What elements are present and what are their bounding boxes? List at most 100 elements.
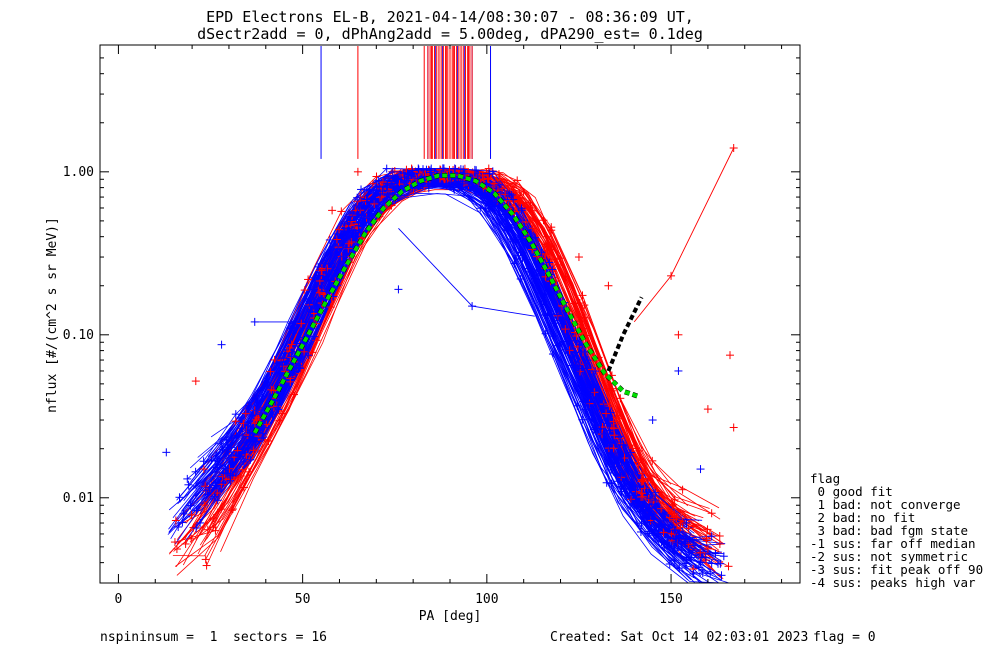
red-series-point [578,291,587,300]
blue-series-point [445,182,454,191]
blue-series-point [374,176,383,185]
red-series-point [181,539,190,548]
blue-series-point [550,316,559,325]
blue-series-point [192,482,201,491]
red-series-point [370,199,379,208]
blue-series-point [449,183,458,192]
blue-series-point [295,363,304,372]
red-series-point [689,522,698,531]
blue-series-point [207,455,216,464]
blue-series-point [503,222,512,231]
blue-series-point [325,235,334,244]
blue-series-point [539,297,548,306]
blue-series-point [363,197,372,206]
blue-series-point [388,167,397,176]
red-series-point [519,187,528,196]
blue-series-point [553,304,562,313]
blue-series-point [310,332,319,341]
blue-series-point [454,179,463,188]
blue-series-point [251,437,260,446]
blue-series-point [399,169,408,178]
blue-series-point [228,471,237,480]
legend-item: -1 sus: far off median [810,536,976,551]
blue-series-point [581,405,590,414]
blue-series-point [211,479,220,488]
fit-curves [252,173,644,435]
red-series-point [640,484,649,493]
blue-series-point [211,456,220,465]
red-series-point [669,515,678,524]
blue-series-point [670,556,679,565]
blue-series-point [616,470,625,479]
blue-series-point [287,324,296,333]
blue-series-point [455,183,464,192]
blue-series-point [227,443,236,452]
blue-series-point [289,329,298,338]
blue-series-point [226,476,235,485]
blue-series-point [178,518,187,527]
red-series-point [475,171,484,180]
red-series-point [680,510,689,519]
blue-series-point [277,358,286,367]
blue-series-point [345,216,354,225]
red-series-point [528,224,537,233]
red-series-point [266,367,275,376]
blue-series-point [674,538,683,547]
red-series-point [201,555,210,564]
blue-series-point [561,313,570,322]
red-series-point [638,492,647,501]
red-series-line [176,173,681,550]
blue-series-point [586,381,595,390]
red-series-point [668,509,677,518]
blue-series-point [240,448,249,457]
blue-series-point [642,488,651,497]
blue-series-point [636,507,645,516]
red-series-point [638,477,647,486]
blue-series-point [287,352,296,361]
blue-series-point [615,432,624,441]
blue-series-point [184,480,193,489]
blue-series-point [468,180,477,189]
blue-series-point [507,190,516,199]
blue-series-point [352,232,361,241]
red-series-point [602,409,611,418]
blue-series-point [545,258,554,267]
blue-series-point [192,506,201,515]
blue-series-point [583,398,592,407]
red-series-point [628,444,637,453]
red-series-point [561,325,570,334]
red-series-point [209,514,218,523]
red-series-point [553,260,562,269]
blue-series-point [470,165,479,174]
red-outlier-point [574,253,583,262]
blue-outlier-point [696,465,705,474]
red-series-point [702,534,711,543]
red-series-point [231,417,240,426]
blue-series-point [326,245,335,254]
blue-series-point [288,319,297,328]
red-series-point [300,347,309,356]
blue-series-line [195,170,704,555]
red-series-point [637,488,646,497]
red-series-point [609,424,618,433]
footer-spin-info: nspininsum = 1 sectors = 16 [100,630,327,645]
blue-series-point [617,482,626,491]
legend-item: -4 sus: peaks high var [810,575,976,590]
red-outlier-point [729,423,738,432]
blue-series-point [505,189,514,198]
blue-series-point [473,172,482,181]
red-series-point [285,343,294,352]
blue-series-point [244,401,253,410]
blue-series-point [516,233,525,242]
red-series-point [634,458,643,467]
x-tick-label: 0 [115,592,123,607]
blue-series-point [258,429,267,438]
red-series-point [609,444,618,453]
blue-series-point [203,490,212,499]
footer-created: Created: Sat Oct 14 02:03:01 2023 [550,630,808,645]
red-series-point [312,336,321,345]
red-series-point [236,471,245,480]
blue-series-point [352,215,361,224]
red-series-point [541,240,550,249]
red-series-point [269,386,278,395]
